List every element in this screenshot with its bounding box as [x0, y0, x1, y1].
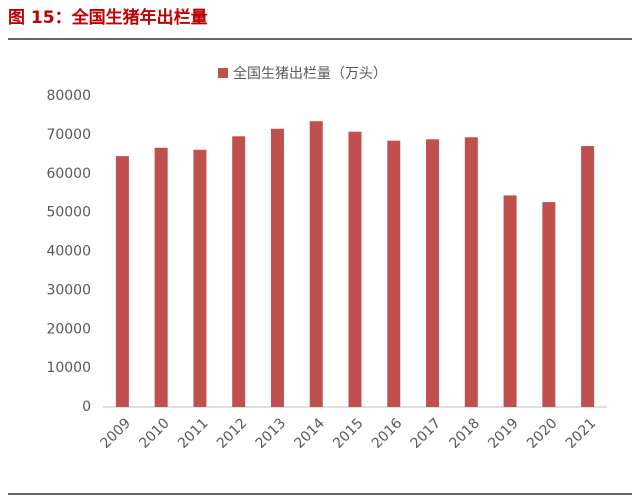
x-tick-label: 2021 [563, 415, 600, 452]
y-tick-label: 10000 [46, 360, 91, 376]
bar [581, 146, 595, 407]
bar [115, 156, 129, 407]
x-tick-label: 2018 [446, 415, 483, 452]
bar [232, 136, 246, 407]
x-tick-label: 2009 [98, 415, 135, 452]
legend-label: 全国生猪出栏量（万头） [233, 65, 387, 82]
bar [464, 137, 478, 408]
y-tick-label: 80000 [46, 88, 91, 104]
x-tick-label: 2015 [330, 415, 367, 452]
x-tick-label: 2016 [369, 415, 406, 452]
x-tick-label: 2013 [253, 415, 290, 452]
y-tick-label: 30000 [46, 282, 91, 298]
legend-swatch [218, 68, 228, 78]
bar [348, 131, 362, 407]
y-tick-label: 60000 [46, 166, 91, 182]
x-tick-label: 2014 [291, 415, 328, 452]
y-tick-label: 20000 [46, 321, 91, 337]
x-tick-label: 2010 [136, 415, 173, 452]
x-tick-label: 2012 [214, 415, 251, 452]
y-tick-label: 50000 [46, 205, 91, 221]
bar [270, 128, 284, 408]
x-tick-label: 2017 [408, 415, 445, 452]
x-tick-label: 2019 [485, 415, 522, 452]
bar [154, 147, 168, 407]
bar [387, 140, 401, 407]
x-tick-label: 2020 [524, 415, 561, 452]
bar [426, 139, 440, 407]
bar [193, 149, 207, 407]
bar [309, 121, 323, 408]
y-tick-label: 0 [82, 399, 91, 415]
x-tick-label: 2011 [175, 415, 212, 452]
bar [542, 202, 556, 407]
figure-title: 图 15：全国生猪年出栏量 [8, 7, 208, 28]
y-tick-label: 40000 [46, 244, 91, 260]
y-tick-label: 70000 [46, 127, 91, 143]
bar [503, 195, 517, 407]
